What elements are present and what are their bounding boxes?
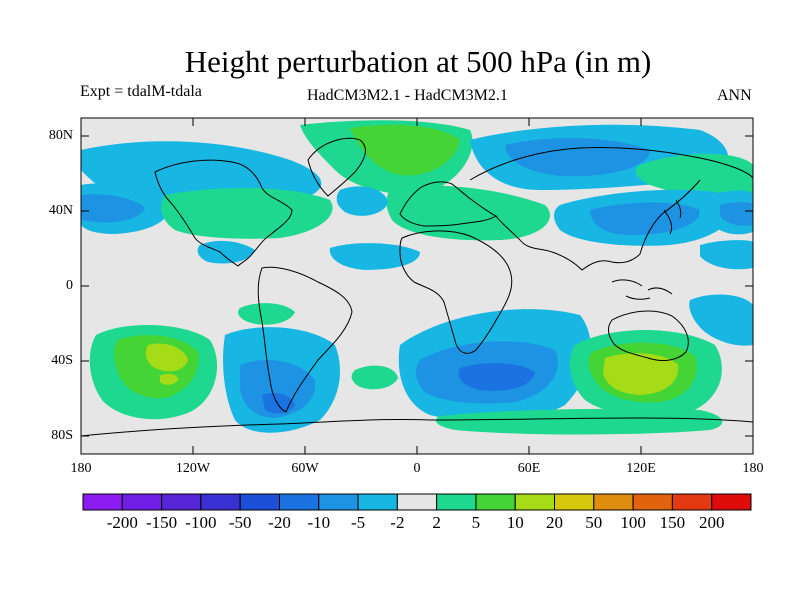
models-label: HadCM3M2.1 - HadCM3M2.1: [307, 87, 508, 104]
colorbar-swatch-5: [278, 493, 320, 511]
coast-antarctica: [81, 417, 753, 437]
colorbar-label-1: -150: [146, 513, 178, 532]
contour-neg-caribbean: [197, 240, 255, 264]
colorbar-label-9: 5: [471, 513, 481, 532]
contour-neg-indian-ocean-core: [458, 363, 535, 391]
contour-pos-tropical-pacific: [238, 303, 295, 325]
lon-tick-180e: 180: [742, 461, 764, 476]
contour-pos-nw-pacific: [635, 153, 753, 202]
colorbar-swatch-15: [671, 493, 713, 511]
contour-neg-dateline-core: [720, 201, 753, 226]
chart-title: Height perturbation at 500 hPa (in m): [184, 44, 652, 79]
coast-australia: [607, 310, 689, 361]
contour-pos-north-america: [161, 188, 333, 239]
experiment-label: Expt = tdalM-tdala: [80, 83, 202, 100]
coast-greenland: [307, 137, 366, 197]
lon-tick-60e: 60E: [517, 461, 541, 476]
contour-neg-mid-atlantic: [336, 186, 388, 216]
contour-pos-south-atlantic-mid: [351, 365, 398, 390]
coast-indonesia: [611, 279, 673, 300]
colorbar-swatch-10: [475, 493, 516, 511]
colorbar-swatch-6: [318, 493, 359, 511]
colorbar-label-10: 10: [506, 513, 524, 532]
colorbar-swatch-16: [711, 493, 752, 511]
coast-north-america: [154, 159, 293, 267]
colorbar-swatch-13: [593, 493, 634, 511]
colorbar-swatch-3: [200, 493, 241, 511]
colorbar-label-14: 150: [659, 513, 686, 532]
lon-tick-180w: 180: [70, 461, 92, 476]
colorbar-swatch-1: [121, 493, 163, 511]
anomaly-field: [81, 120, 753, 435]
contour-pos-europe-asia: [386, 185, 550, 241]
colorbar-swatch-14: [632, 493, 673, 511]
contour-neg-greenland: [217, 155, 285, 191]
colorbar-swatch-11: [514, 493, 556, 511]
colorbar-swatch-0: [82, 493, 123, 511]
lon-tick-0: 0: [413, 461, 421, 476]
contour-neg-north-pacific-core: [81, 194, 145, 223]
lat-tick-80n: 80N: [48, 128, 73, 143]
lon-tick-120w: 120W: [175, 461, 211, 476]
lon-tick-120e: 120E: [626, 461, 656, 476]
colorbar-label-15: 200: [698, 513, 725, 532]
contour-neg-east-asia-core: [590, 202, 700, 235]
coast-europe: [399, 181, 498, 227]
contour-pos-southern-ocean-core: [603, 353, 679, 395]
colorbar-label-11: 20: [546, 513, 563, 532]
colorbar-swatch-12: [554, 493, 595, 511]
colorbar-label-2: -100: [185, 513, 217, 532]
colorbar-label-6: -5: [351, 513, 366, 532]
colorbar-swatch-9: [436, 493, 477, 511]
coast-japan: [663, 199, 682, 235]
lat-tick-40n: 40N: [48, 203, 73, 218]
contour-neg-south-america-core: [262, 393, 295, 414]
colorbar-label-7: -2: [390, 513, 405, 532]
coast-south-america: [257, 266, 353, 413]
contour-neg-south-america-mid: [240, 360, 316, 418]
lat-tick-80s: 80S: [51, 428, 73, 443]
coast-asia: [469, 146, 753, 271]
colorbar-swatch-7: [357, 493, 398, 511]
contour-neg-south-pacific-east: [689, 294, 753, 346]
colorbar-swatch-8: [396, 493, 438, 511]
coast-africa: [399, 230, 513, 354]
lat-tick-0: 0: [66, 278, 73, 293]
colorbar-label-13: 100: [620, 513, 646, 532]
lat-tick-40s: 40S: [51, 353, 73, 368]
colorbar-label-12: 50: [585, 513, 603, 532]
contour-pos-south-pacific-core: [145, 343, 188, 372]
coastlines: [81, 137, 753, 437]
lon-tick-60w: 60W: [291, 461, 319, 476]
contour-neg-west-pacific: [700, 240, 753, 270]
colorbar-label-4: -20: [268, 513, 291, 532]
colorbar-label-3: -50: [228, 513, 252, 532]
colorbar-label-5: -10: [307, 513, 331, 532]
contour-pos-south-pacific-spot: [160, 373, 178, 385]
colorbar-label-8: 2: [432, 513, 441, 532]
contour-neg-tropical-atlantic: [329, 243, 420, 270]
axis-ticks: [81, 118, 753, 454]
season-label: ANN: [717, 87, 752, 104]
colorbar-swatch-2: [161, 493, 202, 511]
contour-pos-arctic-core: [350, 124, 460, 176]
contour-pos-antarctic: [435, 408, 723, 435]
colorbar-swatch-4: [239, 493, 280, 511]
colorbar-label-0: -200: [106, 513, 138, 532]
